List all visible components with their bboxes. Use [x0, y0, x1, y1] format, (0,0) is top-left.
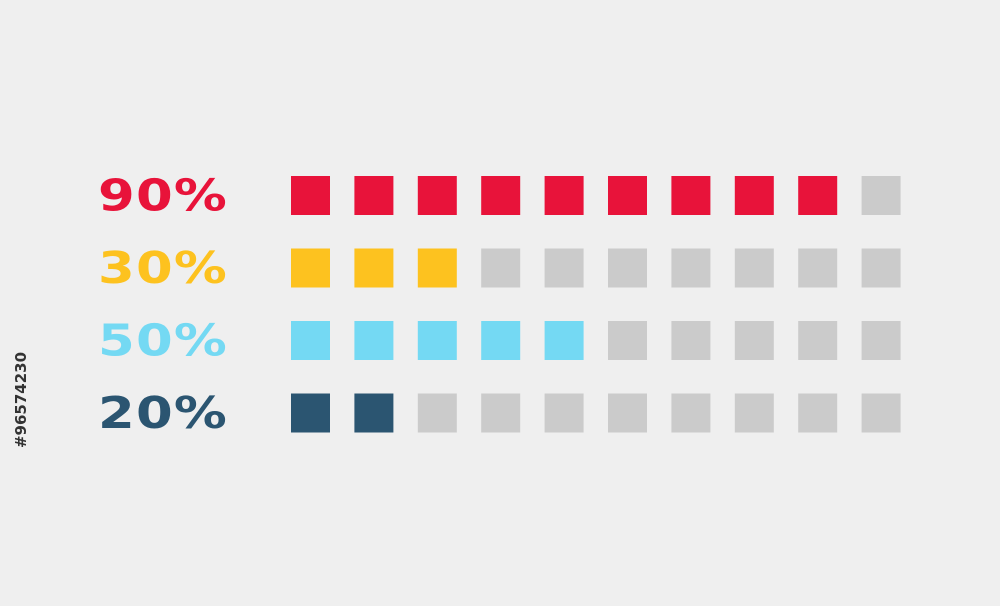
empty-unit-square	[544, 393, 584, 433]
filled-unit-square	[354, 393, 394, 433]
empty-unit-square	[417, 393, 457, 433]
empty-unit-square	[798, 248, 838, 288]
empty-unit-square	[608, 321, 647, 360]
empty-unit-square	[734, 321, 774, 360]
filled-unit-square	[481, 321, 521, 360]
empty-unit-square	[608, 248, 647, 288]
empty-unit-square	[861, 321, 901, 360]
filled-unit-square	[671, 176, 711, 215]
empty-unit-square	[671, 248, 711, 288]
empty-unit-square	[481, 248, 521, 288]
stock-id-watermark: #96574230	[6, 300, 36, 500]
row-percent-label: 20%	[98, 388, 228, 439]
empty-unit-square	[798, 321, 838, 360]
empty-unit-square	[671, 321, 711, 360]
chart-row-2: 30%	[98, 243, 901, 294]
filled-unit-square	[481, 176, 521, 215]
filled-unit-square	[291, 248, 330, 288]
filled-unit-square	[417, 176, 457, 215]
filled-unit-square	[417, 321, 457, 360]
empty-unit-square	[734, 248, 774, 288]
filled-unit-square	[544, 321, 584, 360]
row-percent-label: 50%	[98, 316, 228, 367]
filled-unit-square	[354, 176, 394, 215]
chart-row-1: 90%	[98, 171, 901, 222]
empty-unit-square	[861, 248, 901, 288]
filled-unit-square	[354, 321, 394, 360]
filled-unit-square	[291, 321, 330, 360]
empty-unit-square	[798, 393, 838, 433]
chart-row-3: 50%	[98, 316, 901, 367]
filled-unit-square	[544, 176, 584, 215]
empty-unit-square	[481, 393, 521, 433]
stock-id-text: #96574230	[12, 351, 30, 449]
chart-row-4: 20%	[98, 388, 901, 439]
empty-unit-square	[671, 393, 711, 433]
row-percent-label: 30%	[98, 243, 228, 294]
filled-unit-square	[291, 393, 330, 433]
empty-unit-square	[734, 393, 774, 433]
filled-unit-square	[417, 248, 457, 288]
filled-unit-square	[608, 176, 647, 215]
empty-unit-square	[861, 393, 901, 433]
filled-unit-square	[354, 248, 394, 288]
empty-unit-square	[861, 176, 901, 215]
filled-unit-square	[291, 176, 330, 215]
filled-unit-square	[734, 176, 774, 215]
empty-unit-square	[544, 248, 584, 288]
filled-unit-square	[798, 176, 838, 215]
row-percent-label: 90%	[98, 171, 228, 222]
empty-unit-square	[608, 393, 647, 433]
